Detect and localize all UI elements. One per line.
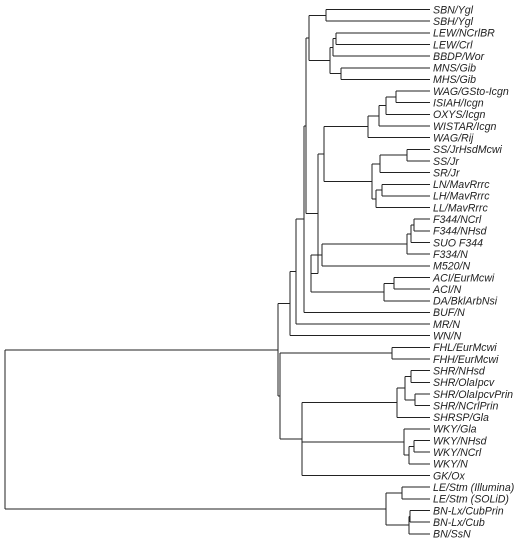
leaf-label: LE/Stm (Illumina) [433,482,514,494]
leaf-label: SHR/OlaIpcvPrin [433,389,513,401]
leaf-label: FHH/EurMcwi [433,354,499,366]
dendrogram-branches [4,9,430,535]
leaf-label: LEW/NCrlBR [433,28,495,40]
leaf-label: ACI/N [432,284,462,296]
leaf-label: SUO F344 [433,237,483,249]
leaf-label: SHR/OlaIpcv [433,377,495,389]
leaf-label: OXYS/Icgn [433,109,486,121]
leaf-label: BN/SsN [433,529,471,541]
leaf-label: M520/N [433,261,470,273]
leaf-label: ISIAH/Icgn [433,98,484,110]
leaf-label: SBH/Ygl [433,16,474,28]
leaf-label: WKY/NHsd [433,435,488,447]
leaf-label: MNS/Gib [433,63,476,75]
leaf-label: WAG/Rij [433,132,474,144]
leaf-label: SHR/NHsd [433,365,486,377]
leaf-label: GK/Ox [433,470,465,482]
leaf-label: FHL/EurMcwi [433,342,497,354]
leaf-label: LH/MavRrrc [433,191,490,203]
leaf-label: LN/MavRrrc [433,179,490,191]
leaf-label: WKY/NCrl [433,447,482,459]
leaf-label: BN-Lx/CubPrin [433,505,504,517]
leaf-label: SHRSP/Gla [433,412,489,424]
leaf-label: LEW/Crl [433,39,473,51]
leaf-label: SS/JrHsdMcwi [433,144,503,156]
leaf-label: BUF/N [433,307,465,319]
leaf-labels: SBN/YglSBH/YglLEW/NCrlBRLEW/CrlBBDP/WorM… [432,4,514,540]
leaf-label: DA/BklArbNsi [433,296,498,308]
leaf-label: MHS/Gib [433,74,476,86]
leaf-label: WAG/GSto-Icgn [433,86,509,98]
leaf-label: LE/Stm (SOLiD) [433,494,509,506]
leaf-label: WKY/N [433,459,468,471]
leaf-label: WN/N [433,331,462,343]
leaf-label: F344/NCrl [433,214,482,226]
leaf-label: F334/N [433,249,468,261]
leaf-label: MR/N [433,319,460,331]
leaf-label: SBN/Ygl [433,4,474,16]
leaf-label: SS/Jr [433,156,459,168]
leaf-label: BN-Lx/Cub [433,517,485,529]
leaf-label: ACI/EurMcwi [432,272,495,284]
leaf-label: WKY/Gla [433,424,477,436]
leaf-label: F344/NHsd [433,226,488,238]
leaf-label: BBDP/Wor [433,51,485,63]
leaf-label: LL/MavRrrc [433,202,488,214]
leaf-label: SHR/NCrlPrin [433,400,498,412]
leaf-label: SR/Jr [433,167,460,179]
leaf-label: WISTAR/Icgn [433,121,496,133]
